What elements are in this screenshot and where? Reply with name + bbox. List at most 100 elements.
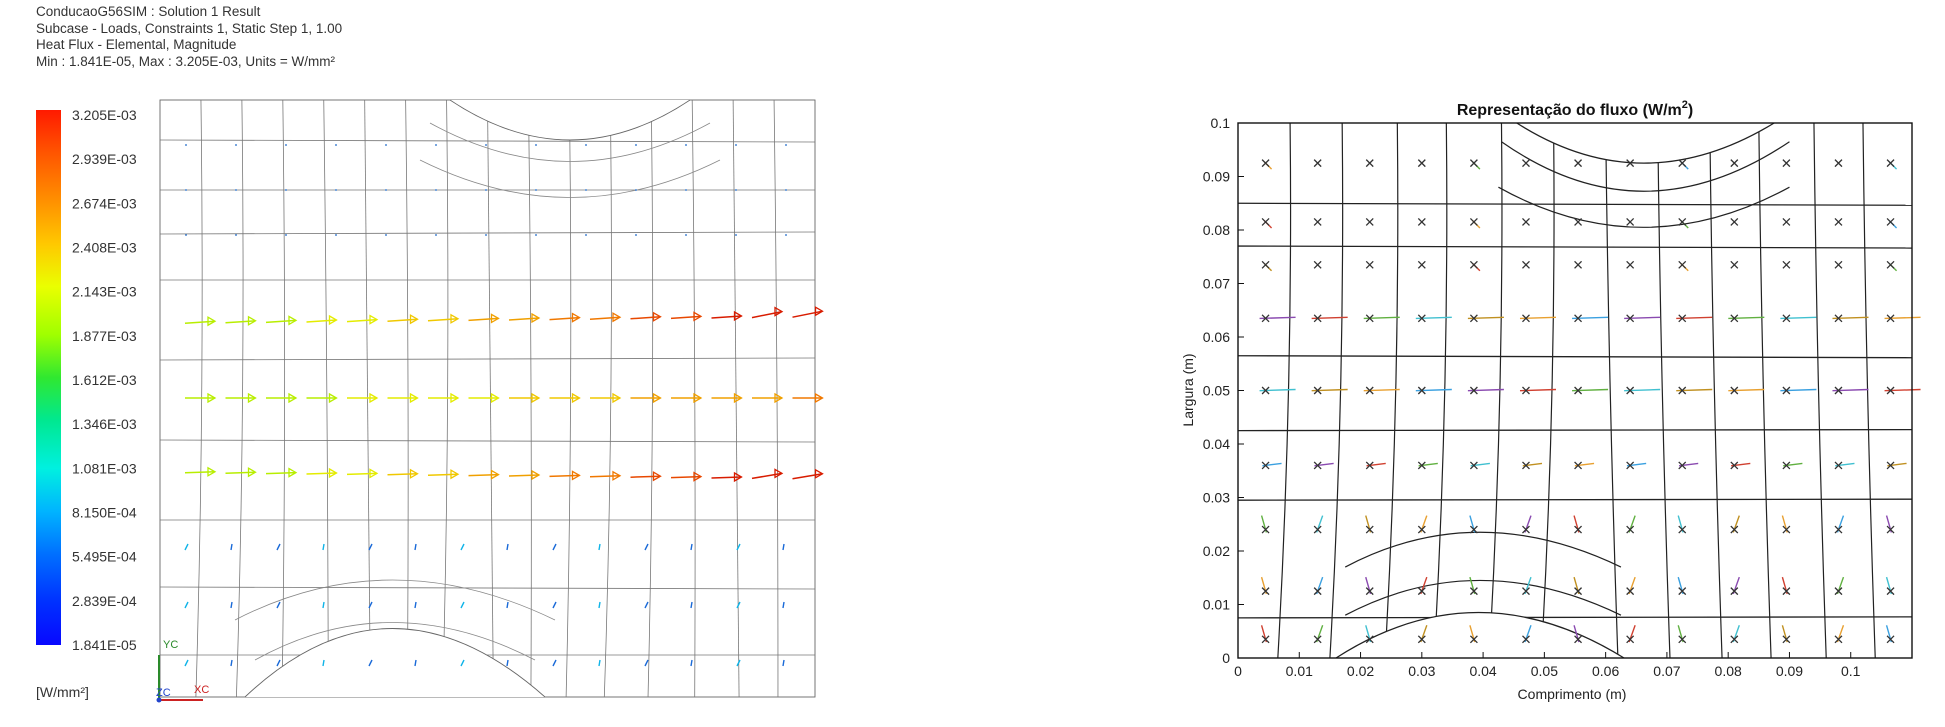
left-flux-arrow: [630, 316, 661, 320]
centroid-marker: [1678, 386, 1687, 395]
centroid-marker: [1522, 260, 1530, 269]
right-mesh-line: [1237, 498, 1913, 501]
left-flux-arrow: [225, 320, 256, 324]
left-flux-arrowhead: [774, 468, 784, 479]
y-axis-label: Largura (m): [1180, 353, 1196, 426]
right-mesh-line: [1605, 122, 1619, 659]
left-top-hole: [449, 99, 691, 141]
left-flux-arrow: [468, 317, 499, 322]
centroid-marker: [1834, 587, 1843, 596]
centroid-marker: [1574, 260, 1583, 269]
centroid-marker: [1678, 587, 1687, 596]
colorbar-label: 2.143E-03: [72, 284, 137, 300]
left-flux-arrow: [265, 319, 297, 324]
right-mesh-line: [1498, 186, 1790, 228]
left-flux-arrowhead: [490, 469, 500, 480]
left-flux-tick: [644, 543, 649, 551]
left-flux-arrow: [427, 473, 459, 476]
centroid-marker: [1626, 218, 1635, 226]
x-tick-label: 0.07: [1653, 663, 1680, 679]
left-flux-tick: [414, 601, 417, 609]
centroid-marker: [1313, 159, 1322, 168]
x-tick-label: 0.06: [1592, 663, 1619, 679]
y-tick-label: 0: [1222, 650, 1230, 666]
x-tick-label: 0.01: [1286, 663, 1313, 679]
triad-yc-label: YC: [163, 639, 178, 651]
centroid-marker: [1261, 260, 1270, 269]
centroid-marker: [1730, 159, 1739, 168]
left-flux-arrowhead: [652, 311, 662, 322]
left-flux-tick: [460, 601, 465, 609]
left-bottom-hole: [244, 628, 546, 698]
y-tick-label: 0.08: [1203, 222, 1230, 238]
centroid-marker: [1678, 635, 1687, 644]
left-flux-arrowhead: [328, 392, 338, 404]
left-mesh-line: [254, 622, 536, 661]
centroid-marker: [1261, 386, 1270, 395]
centroid-marker: [1417, 587, 1426, 596]
centroid-marker: [1782, 218, 1791, 226]
left-flux-arrow: [508, 474, 540, 477]
left-flux-arrowhead: [733, 392, 743, 404]
left-flux-arrowhead: [571, 470, 581, 481]
left-flux-arrowhead: [571, 392, 581, 404]
centroid-marker: [1626, 386, 1635, 395]
triad-zc-label: ZC: [156, 687, 171, 699]
centroid-marker: [1574, 461, 1583, 470]
left-mesh-line: [603, 99, 612, 698]
left-flux-tick: [230, 659, 233, 667]
left-mesh-line: [159, 357, 816, 361]
header-line-1: ConducaoG56SIM : Solution 1 Result: [36, 4, 261, 19]
left-flux-tick: [322, 543, 325, 551]
left-flux-tick: [506, 601, 509, 609]
centroid-marker: [1886, 525, 1895, 534]
left-flux-arrowhead: [247, 392, 257, 404]
centroid-marker: [1469, 587, 1478, 596]
left-flux-arrow: [670, 475, 702, 479]
left-flux-tick: [184, 659, 189, 667]
left-flux-arrowhead: [369, 392, 379, 404]
left-flux-tick: [782, 543, 785, 551]
y-tick-label: 0.09: [1203, 169, 1230, 185]
left-mesh-line: [405, 99, 409, 698]
centroid-marker: [1886, 386, 1895, 395]
y-tick-label: 0.05: [1203, 383, 1230, 399]
left-flux-tick: [736, 659, 741, 667]
left-flux-tick: [322, 659, 325, 667]
left-flux-arrow: [711, 476, 742, 479]
centroid-marker: [1886, 260, 1895, 269]
centroid-marker: [1365, 386, 1374, 395]
left-flux-arrow: [589, 316, 621, 320]
right-mesh: [1237, 122, 1913, 659]
left-flux-arrowhead: [288, 392, 298, 404]
centroid-marker: [1626, 260, 1635, 269]
left-mesh-line: [429, 122, 711, 162]
left-flux-arrowhead: [814, 468, 824, 479]
centroid-marker: [1522, 461, 1530, 470]
centroid-marker: [1574, 218, 1583, 226]
centroid-marker: [1626, 525, 1635, 534]
centroid-marker: [1886, 635, 1895, 644]
centroid-marker: [1417, 260, 1426, 269]
left-flux-arrow: [184, 320, 216, 324]
left-mesh-line: [647, 99, 654, 698]
right-mesh-line: [1709, 122, 1723, 659]
centroid-marker: [1365, 159, 1374, 168]
centroid-marker: [1626, 461, 1635, 470]
right-mesh-line: [1237, 616, 1913, 619]
centroid-marker: [1313, 587, 1322, 596]
left-flux-tick: [690, 659, 693, 667]
centroid-marker: [1834, 218, 1843, 226]
centroid-marker: [1469, 260, 1478, 269]
centroid-marker: [1313, 461, 1322, 470]
left-flux-arrow: [346, 318, 378, 323]
left-flux-arrowhead: [409, 314, 419, 325]
right-mesh-line: [1501, 141, 1790, 192]
left-flux-arrowhead: [571, 312, 581, 323]
left-flux-tick: [460, 543, 465, 551]
left-flux-tick: [782, 601, 785, 609]
right-bottom-hole: [1335, 611, 1625, 659]
y-tick-label: 0.04: [1203, 436, 1230, 452]
centroid-marker: [1365, 260, 1374, 269]
centroid-marker: [1782, 159, 1791, 168]
